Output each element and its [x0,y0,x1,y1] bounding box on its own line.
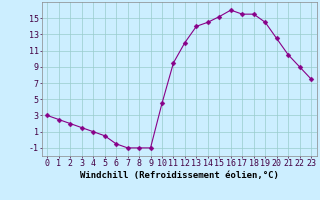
X-axis label: Windchill (Refroidissement éolien,°C): Windchill (Refroidissement éolien,°C) [80,171,279,180]
